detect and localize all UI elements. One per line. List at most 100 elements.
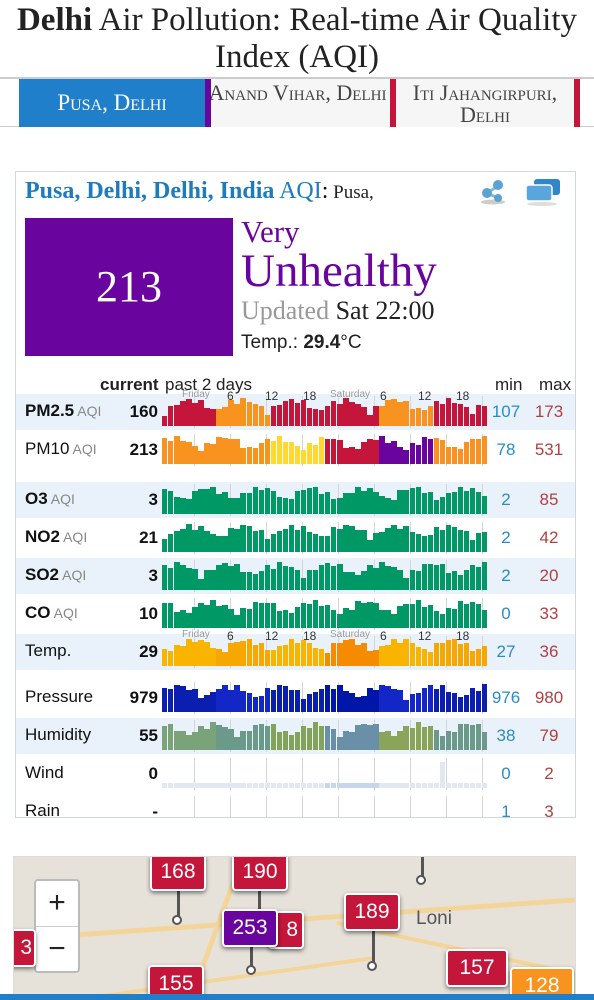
pollutant-row[interactable]: NO2 AQI 21 2 42 — [16, 520, 575, 556]
row-name: CO AQI — [25, 603, 78, 623]
pollutant-row[interactable]: PM2.5 AQI 160 Friday Saturday 6 12 18 6 12 18 107 1… — [16, 389, 575, 430]
sparkline-bar — [252, 487, 258, 514]
sparkline-bar — [445, 731, 452, 750]
sparkline-bar — [210, 570, 216, 590]
sparkline-bar — [270, 491, 277, 514]
sparkline-bar — [258, 443, 265, 464]
sparkline-bar — [451, 732, 458, 750]
sparkline-bar — [270, 783, 277, 788]
sparkline-bar — [331, 610, 337, 628]
map-marker[interactable]: 190 — [232, 857, 288, 891]
sparkline-bar — [343, 731, 349, 750]
sparkline-bar — [415, 571, 421, 590]
sparkline-bar — [349, 402, 355, 426]
sparkline-bar — [234, 685, 240, 712]
sparkline-bar — [186, 568, 192, 590]
sparkline-bar — [312, 487, 319, 514]
row-name-label: Humidity — [25, 725, 92, 744]
stacked-windows-icon[interactable] — [522, 176, 562, 206]
sparkline-bar — [475, 724, 482, 750]
pollutant-row[interactable]: Temp. 29 Friday Saturday 6 12 18 6 12 18 27 36 — [16, 629, 575, 670]
sparkline-bar — [475, 649, 482, 666]
sparkline-bar — [403, 578, 409, 590]
sparkline-gridline — [302, 682, 303, 714]
sparkline-bar — [397, 643, 403, 666]
sparkline-bar — [282, 498, 289, 514]
sparkline-bar — [457, 697, 464, 712]
sparkline-bar — [379, 685, 385, 712]
sparkline-bar — [174, 531, 180, 552]
sparkline-bar — [427, 652, 434, 666]
sparkline-bar — [300, 699, 307, 712]
sparkline-bar — [445, 447, 452, 464]
sparkline-bar — [204, 729, 210, 750]
sparkline-bar — [204, 531, 210, 552]
sparkline-bar — [427, 439, 434, 464]
station-heading[interactable]: Pusa, Delhi, Delhi, India AQI: Pusa, — [25, 178, 374, 205]
row-sparkline — [162, 796, 488, 817]
pollutant-row[interactable]: SO2 AQI 3 2 20 — [16, 558, 575, 594]
tab-iti-jahangirpuri[interactable]: Iti Jahangirpuri, Delhi — [390, 79, 580, 127]
sparkline-bar — [439, 762, 446, 788]
row-min-value: 78 — [496, 440, 516, 459]
sparkline-bar — [331, 439, 337, 464]
sparkline-bar — [439, 643, 446, 666]
sparkline-bar — [168, 783, 174, 788]
map-marker[interactable]: 157 — [446, 949, 508, 987]
map-marker[interactable]: 3 — [14, 929, 36, 967]
sparkline-bar — [204, 443, 210, 464]
share-icon[interactable] — [478, 176, 508, 206]
sparkline-bar — [343, 783, 349, 788]
tab-anand-vihar[interactable]: Anand Vihar, Delhi — [205, 79, 390, 127]
zoom-in-button[interactable]: + — [48, 886, 66, 919]
pollutant-row[interactable]: Wind 0 0 2 — [16, 756, 575, 792]
sparkline-bar — [355, 449, 361, 464]
sparkline-bar — [415, 722, 421, 750]
sparkline-gridline — [266, 796, 267, 817]
tab-pusa-delhi[interactable]: Pusa, Delhi — [19, 79, 205, 127]
aqi-map[interactable]: + − Loni 168 190 8 253 189 3 155 157 128 — [13, 856, 576, 1000]
pollutant-row[interactable]: O3 AQI 3 2 85 — [16, 482, 575, 518]
sparkline-bar — [349, 732, 355, 750]
pollutant-row[interactable]: CO AQI 10 0 33 — [16, 596, 575, 632]
sparkline-bar — [276, 611, 283, 628]
sparkline-bar — [361, 696, 367, 712]
sparkline-bar — [403, 401, 409, 426]
sparkline-bar — [415, 487, 421, 514]
sparkline-bar — [228, 643, 234, 666]
map-marker[interactable]: 155 — [148, 965, 204, 999]
map-marker[interactable]: 189 — [344, 893, 400, 931]
sparkline-bar — [343, 608, 349, 628]
sparkline-bar — [228, 690, 234, 712]
sparkline-bar — [294, 690, 301, 712]
pollutant-row[interactable]: Pressure 979 976 980 — [16, 680, 575, 716]
sparkline-bar — [367, 725, 373, 750]
sparkline-bar — [385, 783, 391, 788]
row-unit: AQI — [50, 605, 78, 621]
sparkline-gridline — [338, 720, 339, 752]
sparkline-bar — [264, 539, 271, 552]
row-max-value: 42 — [539, 528, 559, 547]
sparkline-bar — [427, 564, 434, 590]
sparkline-bar — [355, 645, 361, 666]
zoom-out-button[interactable]: − — [36, 926, 78, 971]
sparkline-bar — [174, 685, 180, 712]
map-marker[interactable]: 253 — [222, 909, 278, 947]
sparkline-bar — [258, 530, 265, 552]
pollutant-row[interactable]: PM10 AQI 213 78 531 — [16, 432, 575, 468]
map-marker[interactable]: 128 — [510, 967, 574, 999]
sparkline-bar — [331, 499, 337, 514]
pollutant-row[interactable]: Humidity 55 38 79 — [16, 718, 575, 754]
sparkline-bar — [168, 689, 174, 712]
pollutant-row[interactable]: Rain - 1 3 — [16, 794, 575, 817]
sparkline-bar — [264, 650, 271, 666]
sparkline-bar — [306, 643, 313, 666]
map-marker[interactable]: 168 — [150, 857, 206, 891]
sparkline-bar — [240, 783, 246, 788]
row-current-value: 979 — [129, 688, 158, 707]
sparkline-bar — [222, 438, 228, 464]
sparkline-bar — [234, 737, 240, 750]
row-max-value: 79 — [539, 726, 559, 745]
sparkline-bar — [349, 783, 355, 788]
sparkline-bar — [312, 692, 319, 712]
